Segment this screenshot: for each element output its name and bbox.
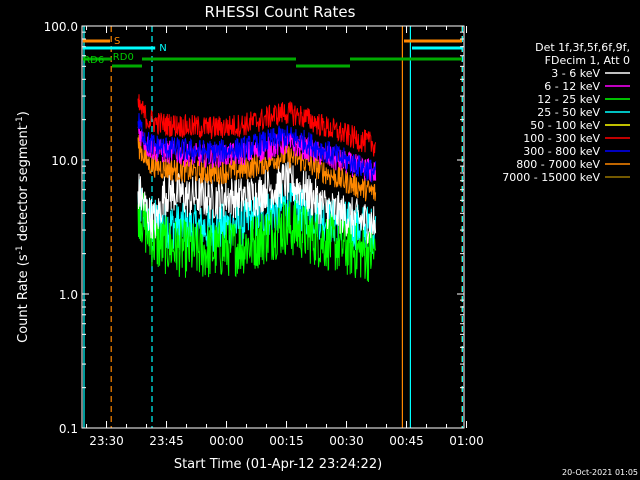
state-bar-label: RD0 xyxy=(113,52,134,63)
chart-title: RHESSI Count Rates xyxy=(205,3,356,21)
legend-entry-label: 25 - 50 keV xyxy=(537,106,600,119)
y-label-suffix: ) xyxy=(16,111,31,116)
state-bar-label: N xyxy=(159,43,166,54)
plot-frame xyxy=(81,25,465,429)
series-line-100-300-keV xyxy=(137,94,377,157)
state-bar-label: RD6 xyxy=(83,55,104,66)
y-axis-label: Count Rate (s-1 detector segment-1) xyxy=(15,111,31,343)
y-label-sup: -1 xyxy=(15,245,25,254)
series-line-12-25-keV xyxy=(137,189,377,283)
x-tick-label: 00:15 xyxy=(269,434,304,448)
series-line-3-6-keV xyxy=(137,161,377,245)
y-label-mid: detector segment xyxy=(16,125,31,245)
legend-entry-label: 12 - 25 keV xyxy=(537,93,600,106)
x-axis-label: Start Time (01-Apr-12 23:24:22) xyxy=(174,457,382,472)
legend-header-line-1: Det 1f,3f,5f,6f,9f, xyxy=(535,41,630,54)
y-tick-label: 1.0 xyxy=(59,288,78,302)
x-tick-label: 23:45 xyxy=(149,434,184,448)
legend-entry-label: 100 - 300 keV xyxy=(523,132,600,145)
footer-timestamp: 20-Oct-2021 01:05 xyxy=(562,468,638,477)
y-tick-label: 10.0 xyxy=(51,154,78,168)
plot-area: S N RD0 RD6 xyxy=(82,26,463,428)
state-bar-label: S xyxy=(114,36,120,47)
legend-entry-label: 7000 - 15000 keV xyxy=(502,171,600,184)
y-tick-label: 100.0 xyxy=(44,20,78,34)
x-tick-label: 00:45 xyxy=(389,434,424,448)
y-tick-label: 0.1 xyxy=(59,422,78,436)
axes: 0.1 1.0 10.0 100.0 23:30 23:45 00:00 00:15 00:30… xyxy=(44,20,484,448)
x-tick-label: 00:30 xyxy=(329,434,364,448)
legend-entry-label: 3 - 6 keV xyxy=(551,67,600,80)
y-label-sup-2: -1 xyxy=(15,116,25,125)
legend: Det 1f,3f,5f,6f,9f, FDecim 1, Att 0 3 - … xyxy=(502,41,630,184)
series-line-800-7000-keV xyxy=(137,134,377,202)
legend-entry-label: 300 - 800 keV xyxy=(523,145,600,158)
legend-header-line-2: FDecim 1, Att 0 xyxy=(545,54,630,67)
x-tick-label: 23:30 xyxy=(89,434,124,448)
legend-entry-label: 50 - 100 keV xyxy=(530,119,600,132)
y-label-prefix: Count Rate (s xyxy=(16,254,31,343)
x-tick-label: 00:00 xyxy=(209,434,244,448)
series-line-300-800-keV xyxy=(137,113,377,183)
legend-entry-label: 6 - 12 keV xyxy=(544,80,600,93)
legend-entry-label: 800 - 7000 keV xyxy=(516,158,600,171)
x-tick-label: 01:00 xyxy=(449,434,484,448)
